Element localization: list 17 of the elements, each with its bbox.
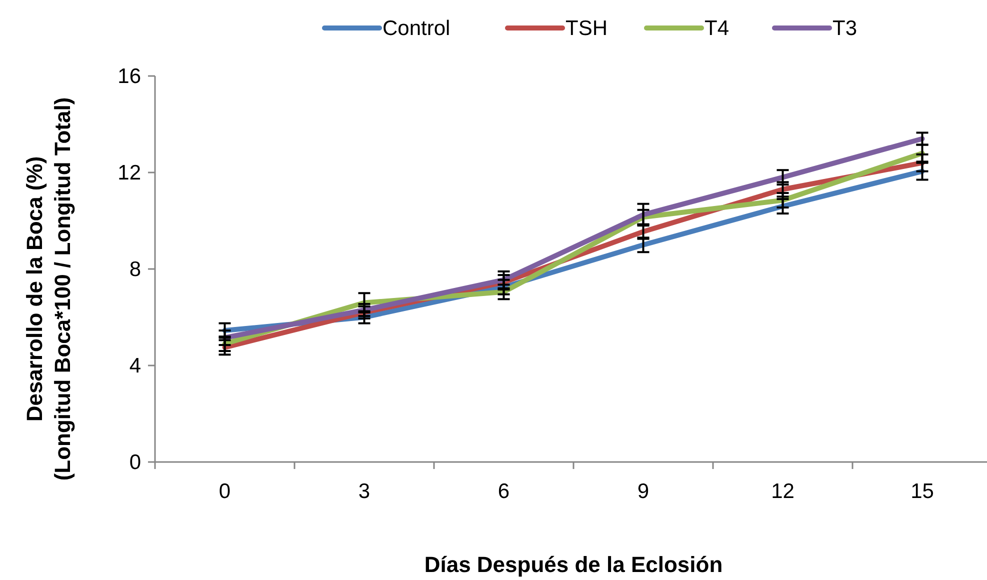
x-tick-label: 9 <box>637 480 650 503</box>
x-tick-label: 3 <box>358 480 370 503</box>
y-tick-label: 0 <box>129 451 141 474</box>
x-tick-label: 6 <box>498 480 510 503</box>
legend-label: T3 <box>832 17 858 40</box>
x-tick-label: 0 <box>218 480 231 503</box>
x-tick-label: 12 <box>771 480 794 503</box>
y-tick-label: 12 <box>118 162 141 184</box>
y-tick-label: 4 <box>129 354 142 378</box>
legend-label: TSH <box>566 17 608 40</box>
x-tick-label: 15 <box>910 480 934 503</box>
y-tick-label: 16 <box>118 65 141 88</box>
y-axis-title: Desarrollo de la Boca (%) (Longitud Boca*100 / Longitud Total) <box>22 97 75 481</box>
legend-label: T4 <box>704 17 730 40</box>
legend-label: Control <box>382 17 450 40</box>
y-tick-label: 8 <box>129 258 141 281</box>
x-axis-title: Días Después de la Eclosión <box>424 552 723 577</box>
